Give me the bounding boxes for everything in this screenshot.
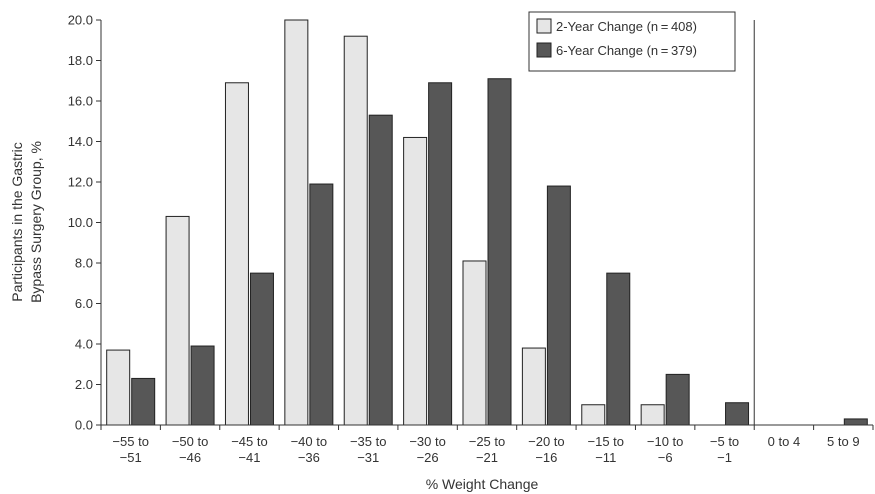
x-tick-label: −11 (595, 450, 616, 465)
bar-2-year-7 (462, 260, 487, 426)
y-tick-label: 6.0 (75, 296, 93, 311)
x-tick-label: −51 (120, 450, 142, 465)
bar-2-year-5 (343, 35, 368, 426)
x-tick-label: −1 (717, 450, 732, 465)
x-tick-label: −46 (179, 450, 201, 465)
bar-6-year-1 (131, 377, 156, 426)
legend-box (528, 11, 736, 72)
x-tick-label: −16 (535, 450, 557, 465)
bar-6-year-3 (249, 272, 274, 426)
bar-2-year-1 (106, 349, 131, 426)
bars (106, 19, 868, 426)
x-tick-label: −26 (417, 450, 439, 465)
y-tick-label: 10.0 (68, 215, 93, 230)
x-tick-label: 5 to 9 (827, 434, 860, 449)
y-tick-label: 16.0 (68, 94, 93, 109)
bar-6-year-4 (309, 183, 334, 426)
bar-6-year-13 (843, 418, 868, 426)
y-tick-label: 4.0 (75, 337, 93, 352)
bar-6-year-10 (665, 373, 690, 426)
legend-swatch-1 (536, 18, 552, 34)
x-tick-label: −15 to (588, 434, 625, 449)
x-tick-label: −30 to (409, 434, 446, 449)
x-tick-label: −35 to (350, 434, 387, 449)
x-tick-label: −55 to (112, 434, 149, 449)
x-tick-label: −36 (298, 450, 320, 465)
legend-swatch-2 (536, 42, 552, 58)
y-tick-label: 2.0 (75, 377, 93, 392)
legend: 2-Year Change (n = 408) 6-Year Change (n … (528, 11, 736, 72)
bar-6-year-2 (190, 345, 215, 426)
x-tick-label: −50 to (172, 434, 209, 449)
y-axis-title-line-1: Participants in the Gastric (9, 142, 25, 302)
bar-6-year-7 (487, 78, 512, 426)
y-tick-label: 12.0 (68, 175, 93, 190)
bar-2-year-6 (403, 136, 428, 426)
y-tick-label: 14.0 (68, 134, 93, 149)
bar-6-year-11 (725, 402, 750, 426)
y-tick-label: 20.0 (68, 13, 93, 28)
bar-2-year-2 (165, 215, 190, 426)
x-tick-label: 0 to 4 (768, 434, 801, 449)
x-tick-label: −21 (476, 450, 498, 465)
x-tick-label: −25 to (469, 434, 506, 449)
legend-label-2: 6-Year Change (n = 379) (556, 43, 697, 58)
y-axis-title-line-2: Bypass Surgery Group, % (28, 141, 44, 303)
legend-label-1: 2-Year Change (n = 408) (556, 19, 697, 34)
bar-6-year-6 (428, 82, 453, 426)
x-tick-label: −10 to (647, 434, 684, 449)
x-tick-label: −20 to (528, 434, 565, 449)
x-tick-label: −45 to (231, 434, 268, 449)
bar-2-year-4 (284, 19, 309, 426)
bar-6-year-9 (606, 272, 631, 426)
bar-2-year-9 (581, 404, 606, 426)
y-axis-title: Participants in the Gastric Bypass Surger… (9, 141, 44, 303)
axis-lines (100, 20, 873, 426)
bar-2-year-10 (640, 404, 665, 426)
y-tick-label: 18.0 (68, 53, 93, 68)
x-axis-title: % Weight Change (426, 476, 539, 492)
x-tick-label: −6 (658, 450, 673, 465)
y-axis: 0.0 2.0 4.0 6.0 8.0 10.0 12.0 14.0 16.0 18.0 20.0 (68, 13, 101, 433)
bar-2-year-3 (224, 82, 249, 426)
x-tick-label: −5 to (710, 434, 739, 449)
x-tick-label: −41 (238, 450, 260, 465)
x-tick-label: −31 (357, 450, 379, 465)
y-tick-label: 0.0 (75, 418, 93, 433)
x-tick-label: −40 to (291, 434, 328, 449)
x-axis: −55 to−51 −50 to−46 −45 to−41 −40 to−36 −35 … (100, 425, 874, 465)
y-tick-label: 8.0 (75, 256, 93, 271)
bar-6-year-8 (546, 185, 571, 426)
bar-6-year-5 (368, 114, 393, 426)
bar-2-year-8 (521, 347, 546, 426)
